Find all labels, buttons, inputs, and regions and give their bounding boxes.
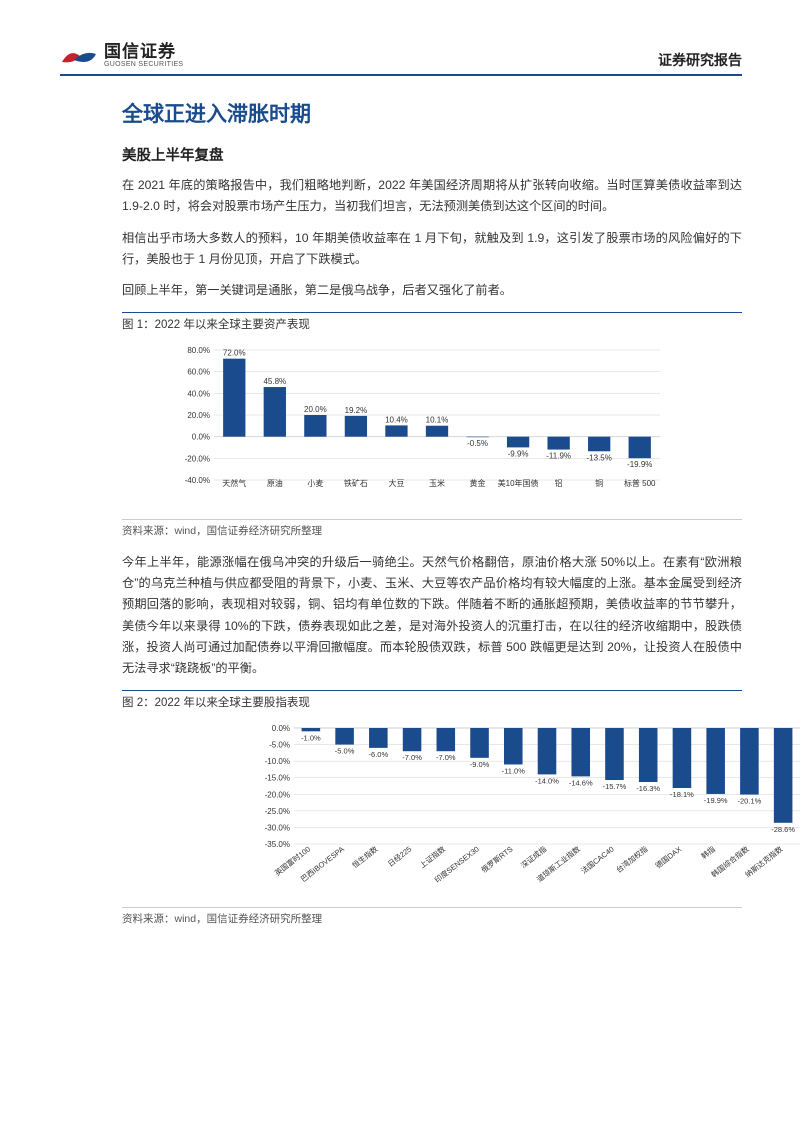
- svg-text:纳斯达克指数: 纳斯达克指数: [743, 843, 785, 879]
- page-title: 全球正进入滞胀时期: [122, 98, 742, 128]
- svg-text:-19.9%: -19.9%: [704, 796, 728, 805]
- figure-1-source: 资料来源：wind，国信证券经济研究所整理: [122, 519, 742, 538]
- svg-text:-9.9%: -9.9%: [508, 449, 529, 458]
- report-type: 证券研究报告: [658, 50, 742, 70]
- svg-text:黄金: 黄金: [470, 478, 486, 488]
- svg-text:上证指数: 上证指数: [417, 843, 447, 870]
- svg-text:-7.0%: -7.0%: [436, 753, 456, 762]
- svg-text:-9.0%: -9.0%: [470, 760, 490, 769]
- svg-text:45.8%: 45.8%: [263, 377, 286, 386]
- svg-text:台湾加权指: 台湾加权指: [614, 843, 650, 874]
- svg-text:10.4%: 10.4%: [385, 415, 408, 424]
- svg-text:铜: 铜: [595, 478, 603, 488]
- svg-text:0.0%: 0.0%: [192, 432, 210, 441]
- logo-mark-icon: [60, 42, 98, 70]
- svg-text:-25.0%: -25.0%: [265, 807, 290, 816]
- svg-text:深证成指: 深证成指: [518, 843, 548, 870]
- svg-text:-30.0%: -30.0%: [265, 823, 290, 832]
- svg-text:原油: 原油: [267, 478, 283, 488]
- company-logo-block: 国信证券 GUOSEN SECURITIES: [60, 42, 183, 70]
- company-name-en: GUOSEN SECURITIES: [104, 61, 183, 68]
- svg-text:-20.1%: -20.1%: [738, 796, 762, 805]
- paragraph-4: 今年上半年，能源涨幅在俄乌冲突的升级后一骑绝尘。天然气价格翻倍，原油价格大涨 5…: [122, 552, 742, 680]
- svg-text:铝: 铝: [555, 478, 563, 488]
- logo-text: 国信证券 GUOSEN SECURITIES: [104, 43, 183, 68]
- svg-text:法国CAC40: 法国CAC40: [579, 843, 616, 875]
- svg-text:-5.0%: -5.0%: [269, 740, 290, 749]
- svg-text:0.0%: 0.0%: [272, 724, 290, 733]
- svg-text:-5.0%: -5.0%: [335, 746, 355, 755]
- svg-text:-11.9%: -11.9%: [546, 451, 571, 460]
- figure-1-label: 图 1：2022 年以来全球主要资产表现: [122, 312, 742, 332]
- svg-text:日经225: 日经225: [385, 843, 413, 868]
- svg-text:20.0%: 20.0%: [304, 405, 327, 414]
- svg-text:80.0%: 80.0%: [187, 346, 210, 355]
- svg-text:-15.0%: -15.0%: [265, 773, 290, 782]
- svg-text:-13.5%: -13.5%: [587, 453, 612, 462]
- svg-text:标普 500: 标普 500: [624, 478, 656, 488]
- svg-text:60.0%: 60.0%: [187, 367, 210, 376]
- svg-text:-40.0%: -40.0%: [185, 476, 210, 485]
- svg-text:-6.0%: -6.0%: [369, 750, 389, 759]
- figure-1-chart: -40.0% -20.0% 0.0% 20.0% 40.0% 60.0% 80.0% 72.0…: [170, 338, 742, 513]
- svg-text:德国DAX: 德国DAX: [653, 843, 683, 870]
- paragraph-3: 回顾上半年，第一关键词是通胀，第二是俄乌战争，后者又强化了前者。: [122, 280, 742, 301]
- svg-text:玉米: 玉米: [429, 478, 445, 488]
- svg-text:-16.3%: -16.3%: [636, 784, 660, 793]
- figure-2-source: 资料来源：wind，国信证券经济研究所整理: [122, 907, 742, 926]
- svg-text:10.1%: 10.1%: [426, 415, 449, 424]
- svg-text:-20.0%: -20.0%: [185, 454, 210, 463]
- svg-text:恒生指数: 恒生指数: [350, 843, 380, 870]
- svg-text:20.0%: 20.0%: [187, 411, 210, 420]
- svg-text:-15.7%: -15.7%: [603, 782, 627, 791]
- company-name-cn: 国信证券: [104, 43, 183, 61]
- svg-text:19.2%: 19.2%: [345, 406, 368, 415]
- paragraph-2: 相信出乎市场大多数人的预料，10 年期美债收益率在 1 月下旬，就触及到 1.9…: [122, 228, 742, 271]
- svg-text:-28.6%: -28.6%: [771, 825, 795, 834]
- svg-text:72.0%: 72.0%: [223, 348, 246, 357]
- svg-text:俄罗斯RTS: 俄罗斯RTS: [479, 843, 515, 874]
- svg-text:-35.0%: -35.0%: [265, 840, 290, 849]
- svg-text:40.0%: 40.0%: [187, 389, 210, 398]
- svg-text:美10年国债: 美10年国债: [498, 478, 539, 488]
- svg-text:-10.0%: -10.0%: [265, 757, 290, 766]
- svg-text:-7.0%: -7.0%: [402, 753, 422, 762]
- svg-text:韩指: 韩指: [699, 843, 717, 860]
- svg-text:-19.9%: -19.9%: [627, 460, 652, 469]
- svg-text:大豆: 大豆: [388, 478, 404, 488]
- svg-text:-14.6%: -14.6%: [569, 778, 593, 787]
- section-title: 美股上半年复盘: [122, 144, 742, 165]
- svg-text:-11.0%: -11.0%: [502, 766, 526, 775]
- page-header: 国信证券 GUOSEN SECURITIES 证券研究报告: [60, 42, 742, 76]
- figure-2-chart: -35.0% -30.0% -25.0% -20.0% -15.0% -10.0% -5.0…: [170, 716, 742, 901]
- svg-text:-0.5%: -0.5%: [467, 439, 488, 448]
- svg-text:小麦: 小麦: [307, 478, 323, 488]
- svg-text:-20.0%: -20.0%: [265, 790, 290, 799]
- svg-text:-14.0%: -14.0%: [535, 776, 559, 785]
- paragraph-1: 在 2021 年底的策略报告中，我们粗略地判断，2022 年美国经济周期将从扩张…: [122, 175, 742, 218]
- page: 国信证券 GUOSEN SECURITIES 证券研究报告 全球正进入滞胀时期 …: [0, 0, 802, 970]
- svg-text:-1.0%: -1.0%: [301, 733, 321, 742]
- svg-text:铁矿石: 铁矿石: [344, 478, 368, 488]
- svg-text:-18.1%: -18.1%: [670, 790, 694, 799]
- figure-2-label: 图 2：2022 年以来全球主要股指表现: [122, 690, 742, 710]
- svg-text:天然气: 天然气: [222, 478, 246, 488]
